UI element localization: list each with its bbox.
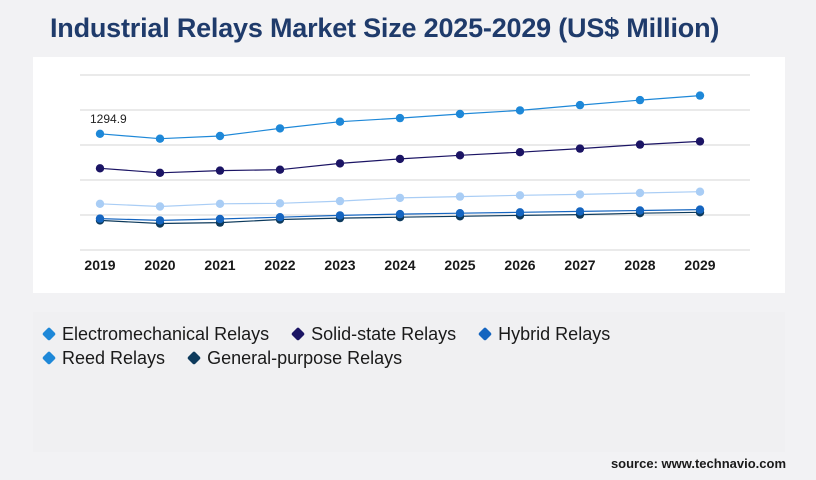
source-credit: source: www.technavio.com	[610, 456, 786, 471]
data-point	[395, 193, 405, 203]
data-point	[335, 117, 345, 126]
legend-panel	[33, 312, 785, 452]
data-point	[155, 134, 165, 143]
data-point	[395, 113, 405, 123]
legend-item-hybrid[interactable]: Hybrid Relays	[476, 324, 610, 345]
legend-label: Hybrid Relays	[498, 323, 611, 344]
data-point	[695, 91, 705, 100]
data-point	[515, 191, 525, 200]
data-point	[575, 190, 585, 199]
legend-marker-hybrid	[478, 326, 493, 342]
data-point	[695, 187, 705, 196]
data-point	[695, 205, 705, 214]
legend-item-electromechanical[interactable]: Electromechanical Relays	[40, 324, 269, 345]
legend: Electromechanical Relays Solid-state Rel…	[40, 322, 740, 370]
data-point	[215, 166, 225, 175]
x-axis-tick-labels: 2019 2020 2021 2022 2023 2024 2025 2026 2027 2028…	[84, 257, 715, 273]
data-point	[155, 202, 165, 211]
series-points	[95, 91, 705, 228]
data-point	[275, 165, 285, 174]
data-point	[455, 192, 465, 201]
legend-marker-electromechanical	[41, 326, 57, 342]
legend-marker-solid-state	[291, 326, 306, 342]
data-point	[395, 209, 405, 219]
data-point	[515, 208, 525, 217]
data-point	[95, 129, 105, 138]
data-point	[635, 188, 645, 198]
data-point	[635, 206, 645, 215]
legend-label: Reed Relays	[62, 347, 166, 368]
data-point	[695, 137, 705, 146]
data-point	[455, 209, 465, 218]
legend-item-solid-state[interactable]: Solid-state Relays	[289, 324, 456, 345]
x-tick-label: 2026	[504, 257, 535, 273]
x-tick-label: 2027	[564, 257, 595, 273]
x-tick-label: 2024	[384, 257, 415, 273]
data-point	[155, 216, 165, 225]
data-label: 1294.9	[90, 112, 127, 126]
x-tick-label: 2028	[624, 257, 655, 273]
x-tick-label: 2025	[444, 257, 475, 273]
chart-title: Industrial Relays Market Size 2025-2029 …	[50, 13, 720, 43]
data-point	[335, 196, 345, 206]
data-point	[635, 95, 645, 105]
legend-item-reed[interactable]: Reed Relays	[40, 348, 165, 369]
data-point	[95, 199, 105, 208]
legend-row-2: Reed Relays General-purpose Relays	[40, 346, 740, 370]
data-point	[215, 214, 225, 224]
data-point	[335, 211, 345, 220]
data-point	[515, 148, 525, 157]
legend-item-general-purpose[interactable]: General-purpose Relays	[185, 348, 402, 369]
legend-marker-reed	[41, 350, 57, 366]
data-point	[275, 199, 285, 208]
data-point	[575, 144, 585, 153]
data-point	[155, 168, 165, 177]
data-point	[575, 207, 585, 216]
data-point	[455, 151, 465, 160]
data-point	[335, 159, 345, 168]
x-tick-label: 2029	[684, 257, 715, 273]
legend-marker-general-purpose	[186, 350, 202, 366]
data-point	[275, 213, 285, 222]
data-point	[275, 124, 285, 133]
legend-row-1: Electromechanical Relays Solid-state Rel…	[40, 322, 740, 346]
legend-label: Solid-state Relays	[311, 323, 457, 344]
data-annotations: 1294.9	[90, 112, 127, 126]
data-point	[515, 106, 525, 115]
data-point	[575, 100, 585, 110]
data-point	[215, 199, 225, 208]
data-point	[95, 214, 105, 223]
data-point	[395, 154, 405, 164]
data-point	[635, 140, 645, 149]
x-tick-label: 2021	[204, 257, 235, 273]
data-point	[455, 109, 465, 119]
data-point	[215, 131, 225, 141]
x-tick-label: 2020	[144, 257, 175, 273]
data-point	[95, 164, 105, 173]
legend-label: Electromechanical Relays	[62, 323, 270, 344]
legend-label: General-purpose Relays	[207, 347, 403, 368]
x-tick-label: 2019	[84, 257, 115, 273]
x-tick-label: 2023	[324, 257, 355, 273]
x-tick-label: 2022	[264, 257, 295, 273]
